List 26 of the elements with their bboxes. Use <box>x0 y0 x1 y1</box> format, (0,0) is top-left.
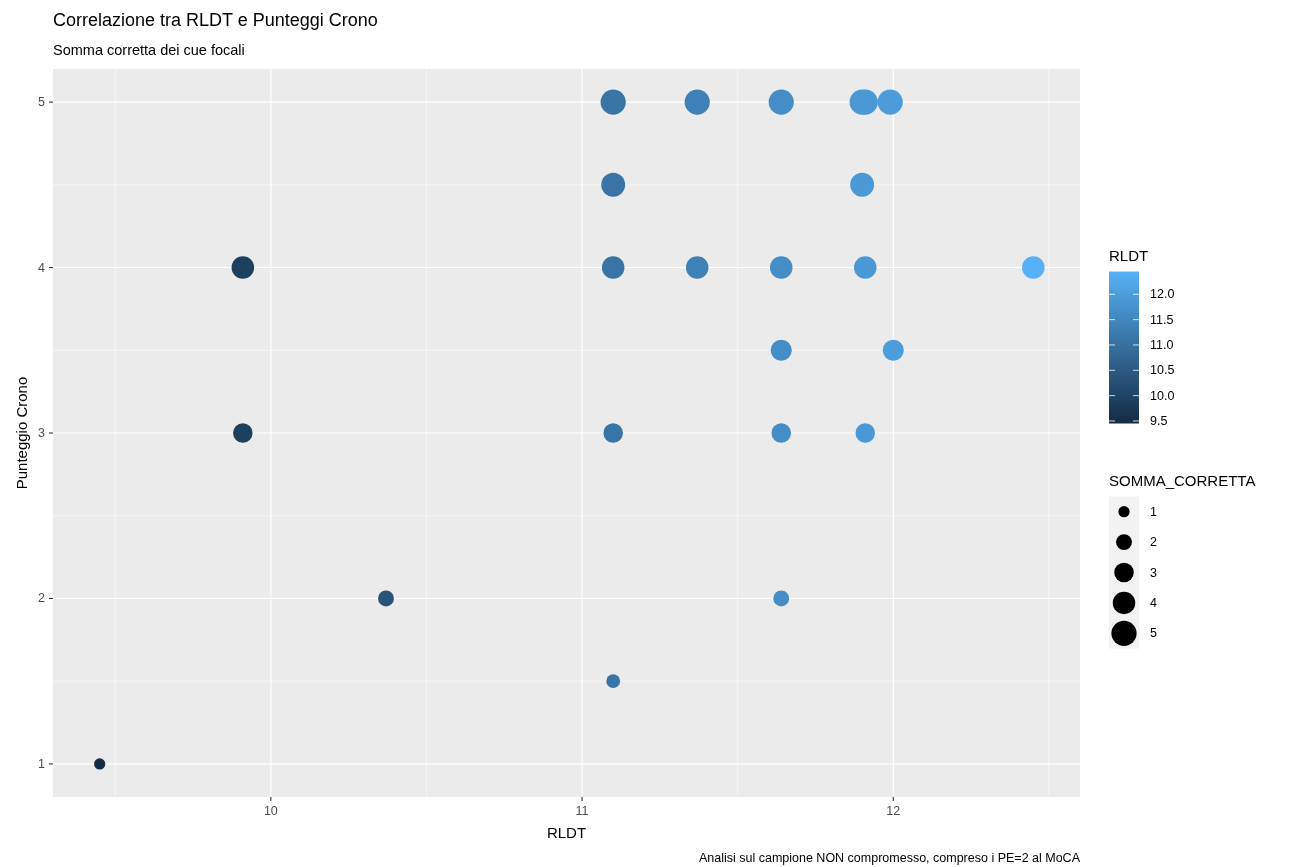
x-tick-label: 10 <box>263 804 278 818</box>
y-tick-label: 2 <box>38 591 46 606</box>
legend-label: 3 <box>1150 565 1157 580</box>
color-bar-title: RLDT <box>1109 246 1149 263</box>
color-bar-label: 9.5 <box>1150 413 1168 428</box>
chart-subtitle: Somma corretta dei cue focali <box>53 42 245 58</box>
y-tick-label: 3 <box>38 426 46 440</box>
color-bar-label: 11.0 <box>1150 337 1174 352</box>
x-tick-label: 12 <box>886 804 901 818</box>
color-bar-label: 10.5 <box>1150 363 1175 378</box>
legend-label: 2 <box>1150 535 1157 550</box>
y-tick-label: 4 <box>38 260 46 275</box>
legend-label: 1 <box>1150 504 1157 519</box>
x-tick-label: 11 <box>575 804 589 818</box>
color-bar-label: 10.0 <box>1150 388 1175 403</box>
text: Analisi sul campione NON compromesso, compreso i PE=2 al MoCA <box>698 851 1081 865</box>
legend-title: SOMMA_CORRETTA <box>1109 471 1256 488</box>
y-tick-label: 5 <box>38 95 46 110</box>
legend-label: 4 <box>1150 595 1157 610</box>
y-axis-title: Punteggio Crono <box>12 376 30 490</box>
x-axis-title: RLDT <box>546 823 587 841</box>
color-bar-label: 12.0 <box>1150 287 1175 302</box>
color-bar-label: 11.5 <box>1150 312 1174 327</box>
legend-label: 5 <box>1150 626 1157 641</box>
chart-title: Correlazione tra RLDT e Punteggi Crono <box>53 10 378 30</box>
y-tick-label: 1 <box>38 756 46 771</box>
